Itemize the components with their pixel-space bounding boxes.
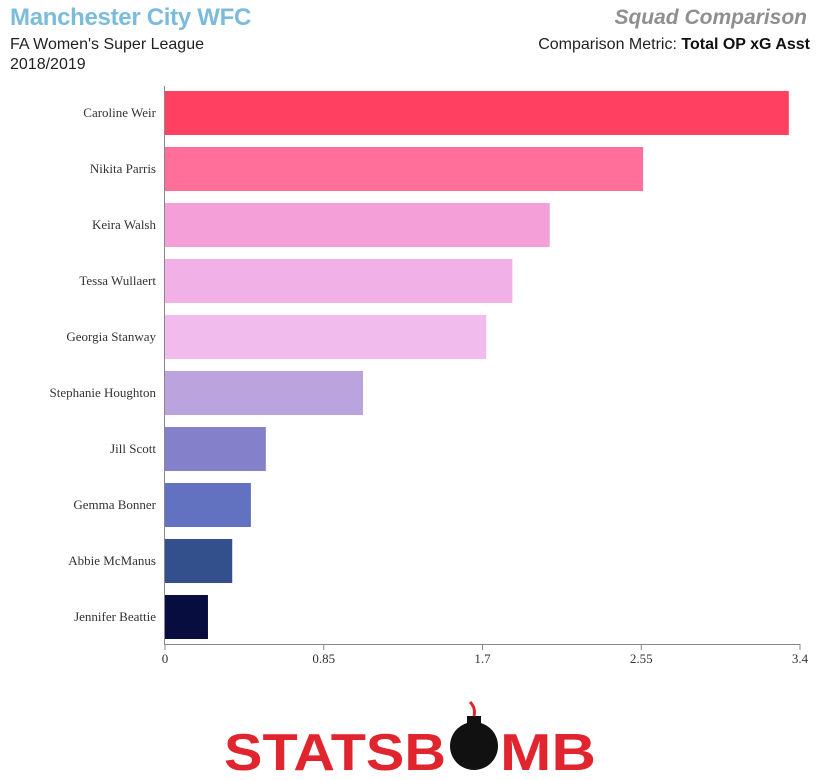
metric-label: Comparison Metric: (538, 36, 677, 53)
x-tick-label: 0.85 (312, 651, 335, 666)
chart-heading: Squad Comparison (614, 6, 807, 29)
y-tick-label: Keira Walsh (92, 217, 157, 232)
y-tick-label: Stephanie Houghton (49, 385, 156, 400)
metric-value: Total OP xG Asst (681, 36, 810, 53)
x-axis-ticks: 0 0.85 1.7 2.55 3.4 (162, 644, 809, 666)
logo-text-left: STATSB (224, 724, 446, 780)
bars-group (165, 91, 789, 639)
y-tick-label: Nikita Parris (90, 161, 156, 176)
bar-jill-scott (165, 427, 266, 471)
bar-stephanie-houghton (165, 371, 363, 415)
comparison-metric: Comparison Metric: Total OP xG Asst (538, 36, 810, 54)
y-tick-label: Abbie McManus (68, 553, 156, 568)
bar-tessa-wullaert (165, 259, 513, 303)
y-axis-labels: Caroline Weir Nikita Parris Keira Walsh Tes… (49, 105, 156, 624)
bar-georgia-stanway (165, 315, 487, 359)
statsbomb-logo: STATSB MB (224, 700, 596, 780)
y-tick-label: Georgia Stanway (66, 329, 156, 344)
bomb-icon (450, 700, 498, 770)
x-tick-label: 3.4 (792, 651, 809, 666)
bar-abbie-mcmanus (165, 539, 233, 583)
x-tick-label: 2.55 (630, 651, 653, 666)
bar-chart: Caroline Weir Nikita Parris Keira Walsh Tes… (49, 86, 809, 666)
y-tick-label: Gemma Bonner (73, 497, 156, 512)
y-tick-label: Jill Scott (110, 441, 156, 456)
league-name: FA Women's Super League (10, 36, 204, 53)
y-tick-label: Tessa Wullaert (79, 273, 156, 288)
season-label: 2018/2019 (10, 56, 86, 73)
bar-gemma-bonner (165, 483, 251, 527)
y-tick-label: Caroline Weir (83, 105, 156, 120)
bar-keira-walsh (165, 203, 550, 247)
bar-nikita-parris (165, 147, 644, 191)
team-title: Manchester City WFC (10, 4, 252, 31)
logo-text-right: MB (500, 724, 596, 780)
x-tick-label: 0 (162, 651, 169, 666)
bar-caroline-weir (165, 91, 789, 135)
bar-jennifer-beattie (165, 595, 208, 639)
y-tick-label: Jennifer Beattie (74, 609, 156, 624)
x-tick-label: 1.7 (474, 651, 491, 666)
